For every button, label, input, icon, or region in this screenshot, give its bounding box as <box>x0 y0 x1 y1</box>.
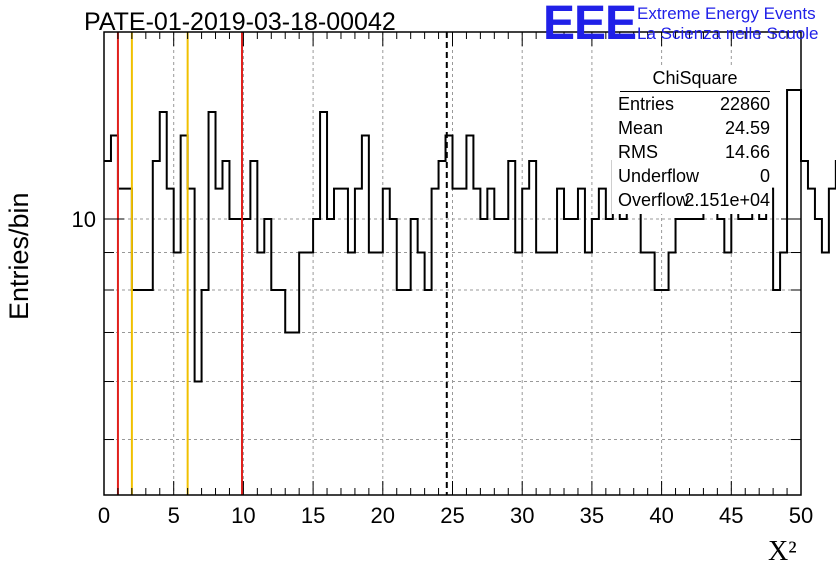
stats-box: ChiSquare Entries 22860 Mean 24.59 RMS 14.6… <box>612 68 772 214</box>
stats-value: 24.59 <box>724 118 770 138</box>
stats-title: ChiSquare <box>620 68 770 92</box>
x-tick-label: 15 <box>301 503 325 528</box>
x-axis-label: X² <box>768 536 797 567</box>
stats-value: 14.66 <box>724 142 770 162</box>
stats-key: Overflow <box>618 190 690 210</box>
stats-row-entries: Entries 22860 <box>612 94 772 118</box>
chart-title: PATE-01-2019-03-18-00042 <box>84 8 396 36</box>
stats-value: 0 <box>759 166 770 186</box>
stats-key: RMS <box>618 142 658 162</box>
logo-line-2: La Scienza nelle Scuole <box>637 24 819 43</box>
stats-key: Entries <box>618 94 675 114</box>
stats-value: 22860 <box>719 94 770 114</box>
x-tick-label: 30 <box>510 503 534 528</box>
x-tick-label: 10 <box>231 503 255 528</box>
stats-key: Underflow <box>618 166 700 186</box>
x-tick-label: 25 <box>440 503 464 528</box>
stats-key: Mean <box>618 118 664 138</box>
stats-value: 2.151e+04 <box>684 190 770 210</box>
stats-row-overflow: Overflow 2.151e+04 <box>612 190 772 214</box>
x-tick-label: 40 <box>649 503 673 528</box>
stats-row-mean: Mean 24.59 <box>612 118 772 142</box>
x-tick-label: 20 <box>371 503 395 528</box>
x-tick-label: 35 <box>580 503 604 528</box>
y-axis-label: Entries/bin <box>4 192 34 320</box>
x-tick-label: 5 <box>168 503 180 528</box>
eee-logo: EEE <box>543 0 637 50</box>
stats-row-underflow: Underflow 0 <box>612 166 772 190</box>
x-tick-label: 45 <box>719 503 743 528</box>
x-tick-label: 0 <box>98 503 110 528</box>
x-tick-label: 50 <box>789 503 813 528</box>
y-tick-label: 10 <box>72 207 96 232</box>
logo-line-1: Extreme Energy Events <box>637 4 816 23</box>
stats-row-rms: RMS 14.66 <box>612 142 772 166</box>
